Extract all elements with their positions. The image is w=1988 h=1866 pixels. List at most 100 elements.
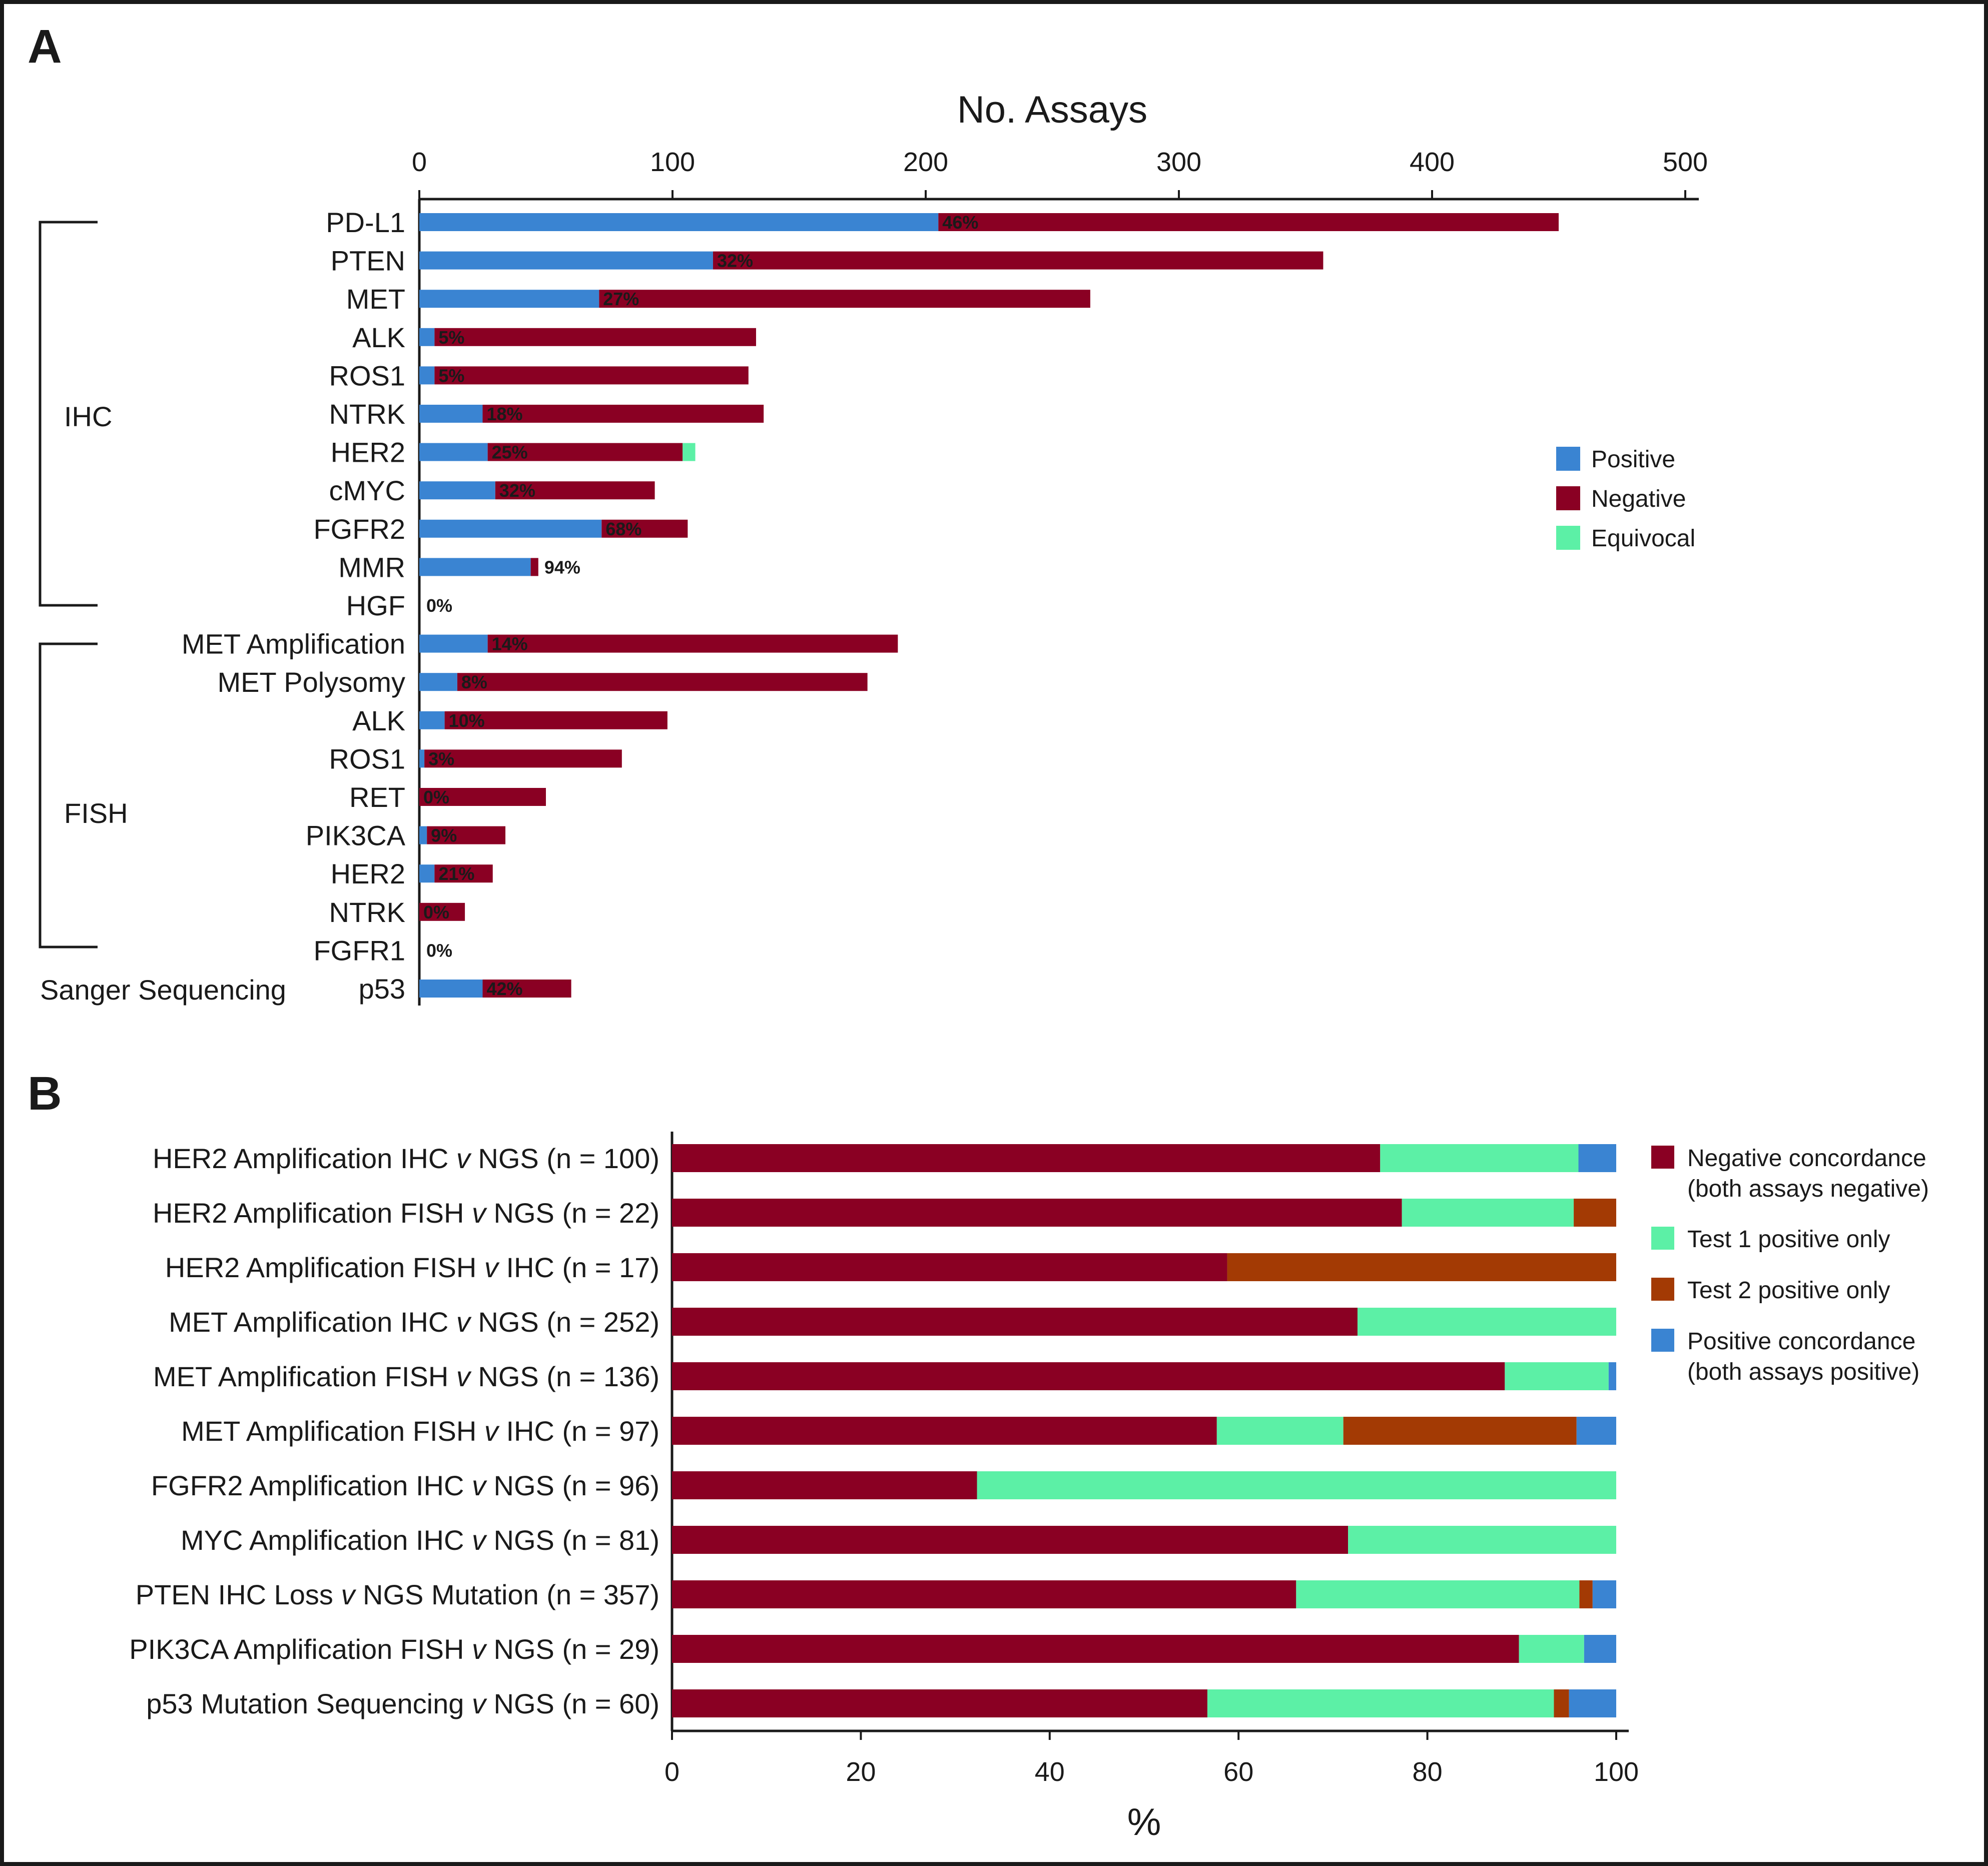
panel-a-bar-positive [419,443,488,461]
panel-a-x-tick-label: 500 [1663,147,1708,177]
panel-a-category-label: cMYC [329,475,405,506]
panel-b-category-label-part: HER2 Amplification FISH [165,1252,484,1283]
panel-b-bar-test1-positive [1216,1417,1344,1445]
panel-b-category-label: PTEN IHC Loss v NGS Mutation (n = 357) [136,1579,659,1610]
panel-b-bar-test1-positive [1505,1362,1609,1390]
panel-b-bar-test2-positive [1227,1253,1616,1281]
panel-b-category-label-part: NGS (n = 252) [470,1306,659,1338]
panel-b-category-label: MET Amplification FISH v IHC (n = 97) [181,1415,659,1447]
panel-a-x-tick-label: 400 [1410,147,1455,177]
panel-b-bar-test1-positive [1207,1689,1554,1717]
panel-b-category-label-part: p53 Mutation Sequencing [146,1688,472,1719]
panel-a-legend-label: Equivocal [1591,525,1695,552]
panel-b-category-label: HER2 Amplification FISH v NGS (n = 22) [153,1197,659,1229]
panel-a-percent-label: 68% [605,519,641,539]
panel-b-category-label-part: NGS (n = 60) [486,1688,659,1719]
panel-b-category-label-v: v [472,1633,487,1665]
panel-a-category-label: ROS1 [329,743,406,774]
panel-b-category-label-part: NGS (n = 22) [486,1197,659,1229]
panel-b-x-tick-label: 20 [846,1757,876,1787]
panel-b-category-label-part: NGS Mutation (n = 357) [355,1579,659,1610]
panel-a-category-label: HGF [346,590,405,621]
panel-b-category-label-v: v [472,1688,487,1719]
panel-b-category-label: HER2 Amplification IHC v NGS (n = 100) [153,1143,659,1174]
panel-b-x-tick-label: 0 [665,1757,680,1787]
panel-a-bar-positive [419,826,427,844]
panel-a-category-label: MET Amplification [182,628,405,660]
panel-a-bar-positive [419,213,939,231]
panel-b-category-label-part: NGS (n = 29) [486,1633,659,1665]
panel-a-axis-title: No. Assays [957,89,1147,131]
panel-a-bar-negative [444,711,668,729]
panel-b-bar-test1-positive [1296,1580,1580,1608]
panel-a-percent-label: 32% [499,480,535,501]
panel-b-bar-negative-concordance [672,1253,1227,1281]
panel-b-category-label-part: NGS (n = 81) [486,1524,659,1556]
panel-b-bar-test2-positive [1574,1199,1616,1227]
panel-b-legend-swatch [1651,1146,1674,1169]
panel-a-percent-label: 5% [438,327,464,348]
panel-a-bar-positive [419,366,435,385]
panel-a-percent-label: 0% [423,787,449,807]
panel-a-bar-positive [419,558,531,576]
panel-b-category-label: HER2 Amplification FISH v IHC (n = 17) [165,1252,659,1283]
panel-a-category-label: FGFR1 [313,935,405,966]
panel-b-bar-negative-concordance [672,1144,1381,1172]
panel-a-percent-label: 21% [438,863,474,884]
panel-a-category-label: MET Polysomy [218,666,405,698]
panel-b-legend-label-line2: (both assays positive) [1687,1359,1919,1385]
panel-a-bar-negative [419,902,465,921]
panel-b-legend-swatch [1651,1227,1674,1250]
panel-b-legend-label: Positive concordance [1687,1328,1915,1355]
panel-a-category-label: HER2 [331,858,405,889]
panel-a-bar-positive [419,328,435,346]
panel-b-category-label-part: IHC (n = 97) [498,1415,659,1447]
panel-b-category-label-v: v [456,1306,472,1338]
panel-a-legend-swatch [1556,526,1580,550]
panel-b-category-label: MET Amplification IHC v NGS (n = 252) [169,1306,659,1338]
panel-a-percent-label: 5% [438,365,464,386]
panel-b-category-label-v: v [456,1361,472,1392]
panel-a-percent-label: 0% [423,902,449,922]
panel-b-bar-positive-concordance [1578,1144,1616,1172]
panel-b-axis-title: % [1127,1801,1161,1843]
panel-a-bar-positive [419,864,435,883]
panel-a-bar-positive [419,519,602,538]
panel-a-percent-label: 94% [544,557,580,577]
panel-a-category-label: p53 [359,973,405,1005]
panel-b-category-label-part: HER2 Amplification IHC [153,1143,456,1174]
panel-a-fish-bracket-label: FISH [64,797,128,829]
panel-b-bar-negative-concordance [672,1471,977,1499]
panel-a-fish-bracket [39,642,98,949]
panel-a-ihc-bracket-label: IHC [64,401,112,432]
panel-a-bar-positive [419,290,599,308]
panel-b-legend-swatch [1651,1278,1674,1301]
panel-a-bar-positive [419,711,445,729]
panel-a-category-label: MMR [338,551,405,583]
panel-a-percent-label: 8% [461,672,487,692]
panel-b-legend-label-line2: (both assays negative) [1687,1176,1929,1202]
panel-a-bar-equivocal [683,443,696,461]
panel-b-x-tick-label: 40 [1035,1757,1065,1787]
panel-a-percent-label: 10% [449,710,485,731]
panel-b-bar-test1-positive [977,1471,1616,1499]
panel-b-category-label-part: PTEN IHC Loss [136,1579,341,1610]
panel-b-bar-test2-positive [1554,1689,1569,1717]
panel-b-x-tick-label: 60 [1223,1757,1253,1787]
panel-a-percent-label: 0% [426,595,452,616]
panel-b-category-label: FGFR2 Amplification IHC v NGS (n = 96) [151,1470,659,1501]
panel-b-category-label-part: MET Amplification FISH [153,1361,456,1392]
panel-a-x-tick-label: 0 [412,147,427,177]
panel-a-bar-negative [530,558,538,576]
panel-a-bar-positive [419,481,495,500]
panel-a-bar-negative [434,328,756,346]
panel-a-bar-positive [419,980,483,998]
panel-a-bar-positive [419,634,488,653]
panel-a-letter: A [28,20,62,73]
panel-a-bar-positive [419,251,713,270]
panel-b-x-tick-label: 100 [1594,1757,1639,1787]
panel-b-bar-test1-positive [1519,1635,1584,1663]
panel-a-bar-negative [482,980,571,998]
panel-b-category-label-part: NGS (n = 100) [470,1143,659,1174]
panel-a-category-label: ALK [352,322,405,353]
